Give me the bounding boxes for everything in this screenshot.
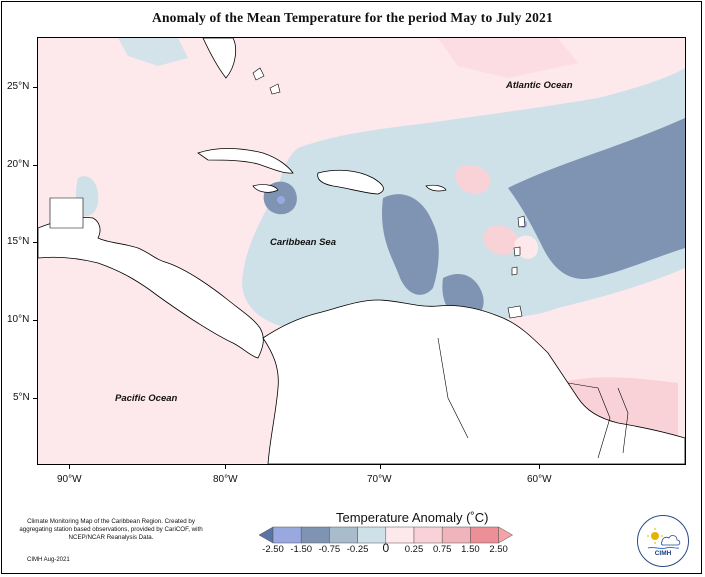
land-puerto-rico (425, 184, 447, 192)
anomaly-patch (381, 194, 439, 295)
lat-tick (33, 165, 37, 166)
legend-title: Temperature Anomaly (˚C) (336, 510, 489, 525)
logo-text: CIMH (654, 550, 672, 557)
land-yucatan (49, 197, 84, 229)
lat-tick (33, 87, 37, 88)
land-south-america (262, 299, 685, 464)
legend-swatch (300, 526, 330, 544)
legend-label: 0.75 (432, 544, 452, 555)
border-line (437, 337, 469, 439)
legend-swatch (498, 526, 514, 544)
map-credit: Climate Monitoring Map of the Caribbean … (19, 518, 203, 542)
legend-label: -1.50 (290, 544, 313, 555)
anomaly-map (37, 37, 686, 465)
sun-cloud-icon (647, 528, 681, 550)
land-bahamas (252, 67, 265, 81)
lon-label: 60°W (527, 474, 552, 485)
map-credit-date: CIMH Aug-2021 (27, 557, 70, 563)
anomaly-patch (438, 38, 578, 78)
label-pacific-ocean: Pacific Ocean (115, 393, 178, 404)
land-florida (202, 38, 237, 79)
land-bahamas (269, 83, 281, 95)
land-hispaniola (317, 169, 384, 195)
legend-label: 0.25 (404, 544, 424, 555)
lon-label: 80°W (213, 474, 238, 485)
label-caribbean-sea: Caribbean Sea (270, 237, 336, 248)
lat-tick (33, 320, 37, 321)
border-line (617, 387, 629, 454)
legend-swatch (272, 526, 302, 544)
land-cuba (197, 148, 294, 174)
anomaly-patch (483, 225, 519, 255)
legend-label: -0.25 (346, 544, 369, 555)
lon-tick (225, 465, 226, 469)
lon-tick (69, 465, 70, 469)
legend-label: 0 (382, 541, 390, 555)
lon-label: 90°W (57, 474, 82, 485)
legend-swatch (413, 526, 443, 544)
land-central-america (38, 217, 264, 359)
land-trinidad (507, 305, 523, 319)
anomaly-patch (118, 38, 188, 66)
anomaly-patch (508, 118, 685, 279)
lat-label: 5°N (13, 392, 30, 403)
lat-label: 25°N (7, 81, 30, 92)
legend-swatch (329, 526, 358, 544)
lon-tick (539, 465, 540, 469)
lat-tick (33, 242, 37, 243)
legend-label: 1.50 (461, 544, 480, 555)
land-lesser-antilles (513, 246, 521, 257)
lat-label: 10°N (7, 314, 30, 325)
legend-swatch (385, 526, 415, 544)
legend-swatch (441, 526, 471, 544)
legend-label: -2.50 (262, 544, 284, 555)
legend-swatch (259, 526, 274, 544)
lon-tick (380, 465, 381, 469)
legend-label: -0.75 (318, 544, 341, 555)
lat-label: 15°N (7, 236, 30, 247)
legend-label: 2.50 (489, 544, 508, 555)
land-jamaica (252, 184, 279, 193)
anomaly-patch (455, 165, 491, 194)
lon-label: 70°W (367, 474, 392, 485)
legend-swatch (470, 526, 499, 544)
map-title: Anomaly of the Mean Temperature for the … (152, 10, 553, 25)
label-atlantic-ocean: Atlantic Ocean (506, 80, 573, 91)
border-line (567, 382, 611, 459)
lat-label: 20°N (7, 159, 30, 170)
map-canvas (38, 38, 685, 464)
lat-tick (33, 398, 37, 399)
land-lesser-antilles (511, 266, 518, 276)
cimh-logo: CIMH (637, 515, 689, 567)
legend-colorbar (259, 526, 514, 544)
anomaly-patch (277, 196, 285, 204)
land-lesser-antilles (517, 215, 526, 228)
